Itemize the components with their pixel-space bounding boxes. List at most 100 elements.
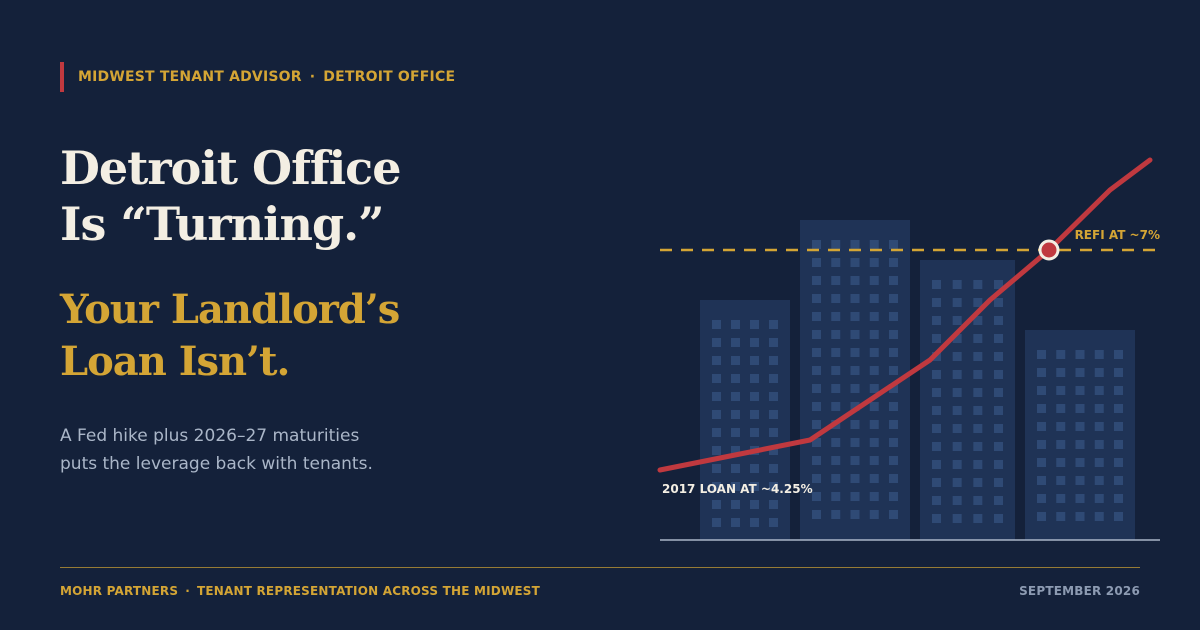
building-window (889, 240, 898, 249)
building-window (952, 460, 962, 469)
building-window (812, 384, 821, 393)
building-window (1037, 494, 1046, 503)
building-window (932, 388, 941, 397)
building-window (952, 298, 962, 307)
building-window (812, 258, 821, 267)
subhead: Your Landlord’s Loan Isn’t. (60, 284, 500, 388)
building-window (712, 464, 721, 473)
building-window (869, 438, 879, 447)
building-window (750, 320, 759, 329)
building-window (889, 330, 898, 339)
building-window (812, 402, 821, 411)
building-window (869, 348, 879, 357)
building-window (889, 456, 898, 465)
building-window (889, 402, 898, 411)
building-window (712, 410, 721, 419)
building-window (869, 420, 879, 429)
building-window (1075, 368, 1085, 377)
building-window (869, 492, 879, 501)
building-window (1056, 440, 1066, 449)
building-window (994, 424, 1003, 433)
building-window (932, 496, 941, 505)
building-window (1075, 512, 1085, 521)
building-window (973, 316, 983, 325)
building-window (932, 334, 941, 343)
building-window (731, 410, 740, 419)
building-window (869, 294, 879, 303)
building-window (973, 280, 983, 289)
building-window (850, 456, 860, 465)
building-2 (800, 220, 910, 540)
eyebrow-brand: MIDWEST TENANT ADVISOR (78, 69, 302, 85)
building-window (1037, 386, 1046, 395)
building-window (769, 446, 778, 455)
building-window (973, 514, 983, 523)
building-window (831, 438, 841, 447)
building-window (869, 240, 879, 249)
building-window (831, 330, 841, 339)
building-window (889, 312, 898, 321)
building-window (1075, 494, 1085, 503)
building-window (1037, 368, 1046, 377)
building-window (869, 510, 879, 519)
building-window (973, 406, 983, 415)
building-window (1037, 476, 1046, 485)
building-window (994, 334, 1003, 343)
building-window (973, 478, 983, 487)
building-window (1094, 476, 1104, 485)
building-window (750, 356, 759, 365)
building-window (1114, 494, 1123, 503)
building-window (952, 424, 962, 433)
building-window (750, 482, 759, 491)
building-window (889, 438, 898, 447)
building-window (994, 460, 1003, 469)
building-window (1075, 350, 1085, 359)
building-window (712, 374, 721, 383)
building-window (1114, 386, 1123, 395)
building-window (932, 370, 941, 379)
building-window (750, 338, 759, 347)
building-window (712, 482, 721, 491)
eyebrow-separator: · (309, 69, 316, 85)
building-window (1094, 404, 1104, 413)
building-window (952, 514, 962, 523)
building-window (1075, 386, 1085, 395)
building-window (850, 348, 860, 357)
building-window (750, 464, 759, 473)
building-window (869, 330, 879, 339)
building-window (1075, 458, 1085, 467)
building-window (731, 500, 740, 509)
building-window (850, 510, 860, 519)
building-window (994, 388, 1003, 397)
building-window (973, 334, 983, 343)
building-window (712, 356, 721, 365)
building-window (889, 492, 898, 501)
building-window (994, 406, 1003, 415)
building-window (812, 294, 821, 303)
building-window (869, 276, 879, 285)
building-window (731, 428, 740, 437)
building-window (932, 514, 941, 523)
building-window (952, 316, 962, 325)
building-window (712, 392, 721, 401)
building-window (1075, 422, 1085, 431)
building-window (1114, 422, 1123, 431)
building-window (850, 420, 860, 429)
building-window (831, 294, 841, 303)
building-window (1056, 494, 1066, 503)
building-window (769, 410, 778, 419)
building-window (994, 370, 1003, 379)
building-window (750, 428, 759, 437)
building-window (932, 316, 941, 325)
building-window (731, 320, 740, 329)
building-window (869, 474, 879, 483)
building-window (812, 420, 821, 429)
building-window (869, 456, 879, 465)
building-window (889, 276, 898, 285)
building-window (1056, 368, 1066, 377)
skyline (700, 220, 1135, 540)
building-window (731, 338, 740, 347)
footer-credit: MOHR PARTNERS · TENANT REPRESENTATION AC… (60, 584, 540, 598)
building-window (850, 366, 860, 375)
building-window (1056, 350, 1066, 359)
